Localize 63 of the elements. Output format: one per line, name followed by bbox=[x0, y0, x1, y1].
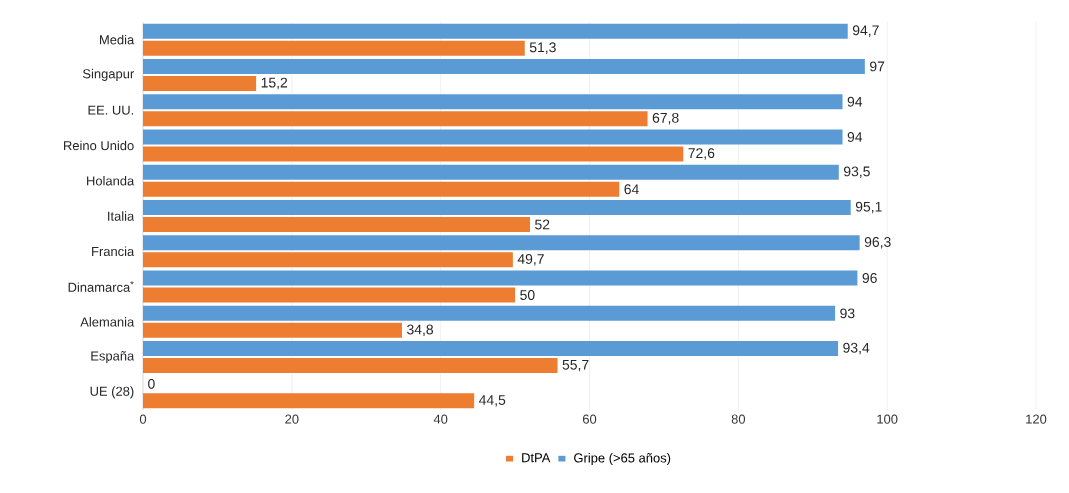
bar bbox=[143, 58, 865, 74]
bar bbox=[143, 111, 648, 127]
bar bbox=[143, 75, 257, 91]
data-label: 52 bbox=[535, 219, 550, 230]
data-label: 96 bbox=[862, 273, 877, 283]
bar bbox=[143, 40, 525, 56]
bar bbox=[143, 358, 558, 374]
data-label: 97 bbox=[870, 61, 885, 72]
bar bbox=[143, 217, 530, 232]
data-label: 44,5 bbox=[478, 395, 506, 407]
data-label: 34,8 bbox=[407, 324, 434, 337]
y-tick-label: Dinamarca$^{*}$ bbox=[68, 281, 134, 292]
y-tick-label: Holanda bbox=[87, 175, 135, 186]
data-label: 64 bbox=[624, 184, 639, 195]
y-tick-label: UE (28) bbox=[90, 386, 134, 399]
data-label: 50 bbox=[520, 290, 535, 300]
data-label: 49,7 bbox=[517, 254, 544, 266]
bar bbox=[143, 393, 475, 409]
x-tick-label: 20 bbox=[285, 414, 299, 424]
data-label: 72,6 bbox=[688, 148, 715, 160]
y-tick-label: Media bbox=[100, 34, 135, 45]
data-label: 95,1 bbox=[855, 201, 882, 214]
bar bbox=[143, 341, 839, 357]
legend-label: Gripe (>65 años) bbox=[574, 452, 671, 466]
data-label: 93 bbox=[840, 308, 855, 319]
legend-label: DtPA bbox=[522, 453, 551, 463]
data-label: 67,8 bbox=[652, 112, 679, 125]
bar bbox=[143, 23, 848, 39]
x-tick-label: 100 bbox=[877, 414, 898, 424]
x-tick-label: 80 bbox=[731, 414, 746, 424]
bar bbox=[143, 235, 860, 251]
data-label: 94 bbox=[847, 96, 863, 107]
bar bbox=[143, 305, 836, 321]
bar bbox=[143, 287, 516, 303]
data-label: 94 bbox=[847, 132, 863, 142]
bar bbox=[143, 322, 402, 338]
x-tick-label: 120 bbox=[1026, 414, 1047, 424]
data-label: 93,5 bbox=[843, 166, 870, 178]
y-tick-label: EE. UU. bbox=[88, 105, 134, 115]
bar bbox=[143, 146, 684, 162]
x-tick-label: 60 bbox=[582, 414, 597, 424]
data-label: 0 bbox=[148, 378, 155, 389]
y-tick-label: Singapur bbox=[82, 68, 134, 81]
bar bbox=[143, 181, 620, 197]
bar bbox=[143, 129, 843, 145]
data-label: 15,2 bbox=[261, 77, 288, 90]
data-label: 55,7 bbox=[562, 359, 589, 372]
y-tick-label: España bbox=[91, 351, 135, 364]
bar bbox=[143, 200, 851, 216]
bar bbox=[143, 164, 839, 180]
data-label: 93,4 bbox=[843, 342, 870, 355]
y-tick-label: Alemania bbox=[80, 317, 135, 327]
data-label: 94,7 bbox=[852, 25, 879, 37]
data-label: 96,3 bbox=[864, 237, 891, 249]
data-label: 51,3 bbox=[529, 42, 556, 54]
y-tick-label: Reino Unido bbox=[64, 140, 134, 151]
bar bbox=[143, 270, 858, 286]
bar bbox=[143, 94, 843, 110]
y-tick-label: Francia bbox=[92, 246, 135, 257]
bar bbox=[143, 252, 513, 268]
x-tick-label: 0 bbox=[139, 414, 147, 424]
y-tick-label: Italia bbox=[108, 211, 135, 221]
x-tick-label: 40 bbox=[433, 414, 448, 424]
